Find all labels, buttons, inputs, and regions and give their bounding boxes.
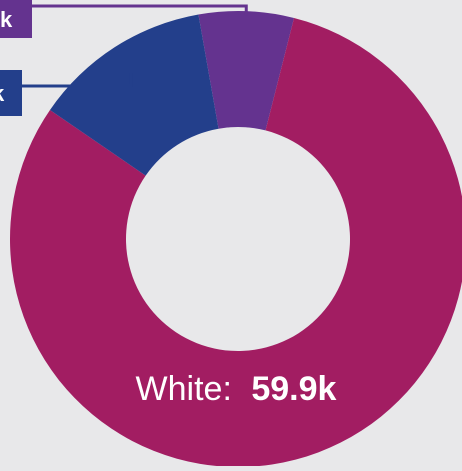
donut-slice-1 [10, 17, 462, 467]
donut-slice-0 [198, 11, 295, 131]
slice-label-white: White: 59.9k [136, 370, 337, 408]
donut-slice-2 [49, 14, 219, 176]
callout-label-purple: k [0, 7, 13, 32]
donut-slices [10, 11, 462, 467]
leader-line-purple [30, 4, 248, 16]
leader-line-blue [20, 72, 133, 88]
slice-label-white-value: 59.9k [251, 370, 336, 408]
slice-label-white-name: White: [136, 370, 232, 408]
callout-box-purple [0, 0, 32, 38]
callout-label-blue: k [0, 81, 5, 106]
callout-box-blue [0, 70, 22, 116]
